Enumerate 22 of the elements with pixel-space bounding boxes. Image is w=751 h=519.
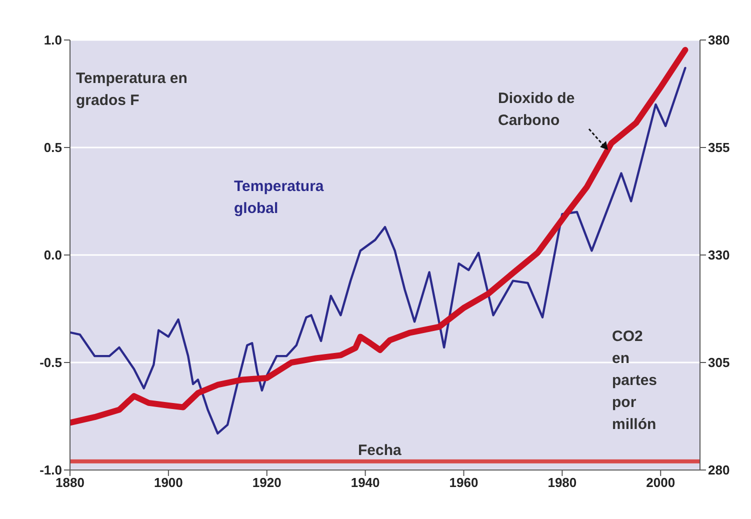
y2-tick-label: 280: [708, 462, 730, 478]
text: Dioxido de Carbono: [498, 89, 576, 131]
y-axis-title: Temperatura en grados F: [76, 69, 188, 111]
y-tick-label: -1.0: [40, 462, 62, 478]
y-tick-label: 0.0: [44, 248, 62, 263]
x-tick-label: 1940: [350, 475, 380, 490]
x-axis-title: Fecha: [358, 441, 402, 461]
y2-tick-label: 380: [708, 32, 730, 48]
x-tick-label: 1960: [449, 475, 478, 490]
x-tick-label: 2000: [646, 475, 676, 490]
y2-axis-title: CO2 en partes por millón: [612, 327, 658, 435]
x-tick-label: 1980: [548, 475, 577, 490]
x-tick-label: 1920: [252, 475, 282, 490]
y-tick-label: -0.5: [40, 355, 62, 370]
y-tick-label: 0.5: [44, 140, 62, 156]
y2-tick-label: 355: [708, 140, 730, 156]
y2-tick-label: 305: [708, 355, 730, 370]
text: Temperatura global: [234, 177, 325, 219]
y-tick-label: 1.0: [44, 32, 62, 48]
y2-tick-label: 330: [708, 248, 730, 263]
x-tick-label: 1880: [56, 475, 84, 490]
x-tick-label: 1900: [154, 475, 183, 490]
